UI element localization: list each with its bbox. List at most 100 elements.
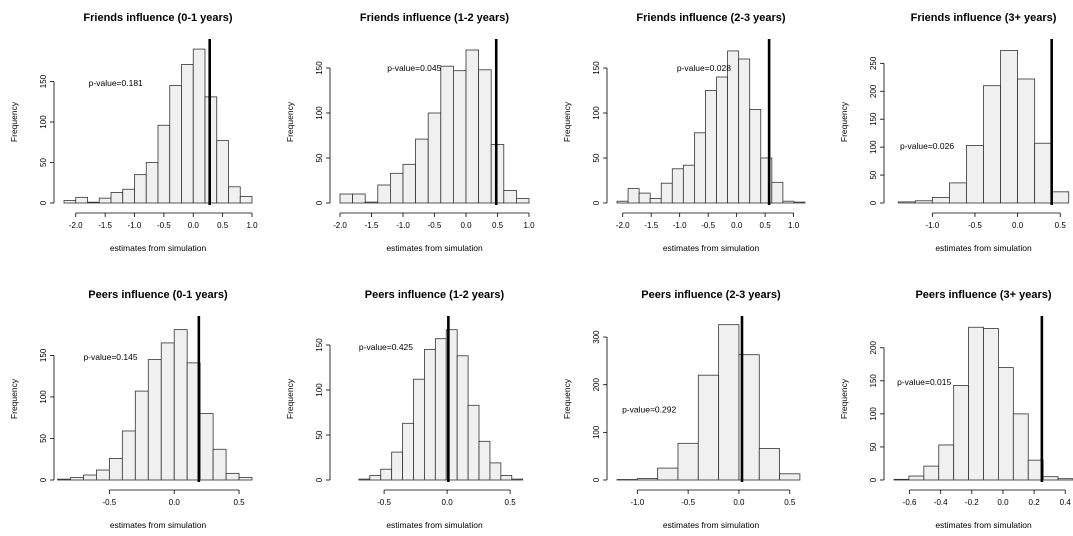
x-tick-label: -2.0 (69, 221, 83, 230)
y-tick-label: 200 (592, 377, 601, 391)
y-tick-label: 50 (869, 442, 878, 451)
x-axis-label: estimates from simulation (386, 520, 483, 530)
x-tick-label: -1.0 (128, 221, 142, 230)
y-tick-label: 100 (592, 425, 601, 439)
y-tick-label: 0 (592, 477, 601, 482)
histogram-bar (192, 48, 206, 204)
histogram-bar (893, 478, 910, 481)
y-tick-label: 100 (869, 140, 878, 154)
y-tick-label: 50 (315, 153, 324, 162)
x-tick-label: 0.2 (1029, 498, 1041, 507)
y-tick-label: 100 (869, 407, 878, 421)
y-tick-label: 0 (39, 200, 48, 205)
y-tick-label: 50 (39, 158, 48, 167)
x-tick-label: -1.0 (673, 221, 687, 230)
histogram-bar (671, 168, 684, 204)
x-axis-label: estimates from simulation (663, 243, 760, 253)
y-tick-label: 150 (869, 112, 878, 126)
histogram-bar (440, 65, 454, 204)
histogram-bar (500, 475, 513, 481)
histogram-bar (1027, 459, 1044, 481)
histogram-bar (216, 140, 229, 204)
histogram-bar (212, 448, 227, 481)
y-tick-label: 150 (315, 61, 324, 75)
histogram-bar (738, 58, 751, 204)
histogram-bar (427, 112, 442, 204)
chart-title: Friends influence (3+ years) (911, 12, 1057, 24)
histogram-bar (914, 200, 933, 204)
x-tick-label: -0.5 (681, 498, 695, 507)
histogram-bar (181, 64, 194, 204)
histogram-bar (70, 477, 84, 481)
x-tick-label: 0.5 (492, 221, 504, 230)
p-value-annotation: p-value=0.145 (83, 352, 137, 362)
histogram-panel: -2.0 -1.5 -1.0 -0.5 0.0 0.5 1.0 0 50 100 150 Friend… (285, 12, 535, 253)
y-tick-label: 100 (315, 383, 324, 397)
histogram-bar (391, 451, 403, 481)
x-axis-label: estimates from simulation (110, 243, 207, 253)
histogram-bar (760, 157, 773, 204)
y-tick-label: 50 (39, 433, 48, 442)
x-tick-label: -0.5 (157, 221, 171, 230)
histogram-bar (749, 109, 762, 204)
histogram-bar (169, 85, 182, 204)
histogram-panel: -0.5 0.0 0.5 0 50 100 150 Peers influence (0-1 … (9, 289, 253, 530)
x-axis-label: estimates from simulation (110, 520, 207, 530)
histogram-bar (239, 196, 253, 204)
histogram-bar (452, 70, 467, 204)
histogram-bar (339, 193, 354, 204)
histogram-bar (377, 184, 391, 204)
histogram-bar (657, 467, 679, 481)
histogram-panel: -2.0 -1.5 -1.0 -0.5 0.0 0.5 1.0 0 50 100 150 Friend… (9, 12, 258, 253)
y-tick-label: 150 (39, 348, 48, 362)
p-value-annotation: p-value=0.425 (359, 342, 413, 352)
x-tick-label: 0.0 (1012, 221, 1024, 230)
histogram-bar (953, 385, 969, 481)
histogram-bar (727, 50, 740, 204)
p-value-annotation: p-value=0.045 (387, 63, 441, 73)
x-axis-label: estimates from simulation (663, 520, 760, 530)
x-tick-label: -2.0 (333, 221, 347, 230)
x-tick-label: 1.0 (523, 221, 535, 230)
histogram-bar (87, 201, 100, 204)
histogram-bar (96, 469, 110, 481)
histogram-bar (694, 132, 706, 204)
x-tick-label: 0.4 (1060, 498, 1072, 507)
chart-title: Friends influence (0-1 years) (83, 12, 232, 24)
y-tick-label: 150 (869, 374, 878, 388)
histogram-bar (122, 188, 135, 204)
x-tick-label: 0.5 (505, 498, 517, 507)
chart-title: Peers influence (1-2 years) (365, 289, 505, 301)
histogram-bar (616, 200, 629, 204)
histogram-bar (173, 329, 188, 481)
y-tick-label: 100 (39, 390, 48, 404)
x-tick-label: -0.2 (965, 498, 979, 507)
y-axis-label: Frequency (562, 101, 572, 142)
histogram-bar (415, 138, 429, 204)
x-axis-label: estimates from simulation (935, 243, 1032, 253)
histogram-bar (949, 182, 967, 204)
histogram-bar (1017, 78, 1036, 204)
x-tick-label: 0.0 (733, 498, 745, 507)
histogram-bar (57, 478, 71, 481)
y-axis-label: Frequency (9, 378, 19, 419)
histogram-bar (434, 338, 447, 481)
x-tick-label: 1.0 (246, 221, 258, 230)
x-tick-label: 0.5 (784, 498, 796, 507)
p-value-annotation: p-value=0.028 (677, 63, 731, 73)
histogram-bar (424, 349, 436, 481)
chart-title: Peers influence (2-3 years) (641, 289, 781, 301)
x-tick-label: -2.0 (616, 221, 630, 230)
x-axis-label: estimates from simulation (386, 243, 483, 253)
histogram-bar (1034, 142, 1053, 204)
y-axis-label: Frequency (9, 101, 19, 142)
y-tick-label: 200 (869, 84, 878, 98)
y-tick-label: 150 (39, 74, 48, 88)
p-value-annotation: p-value=0.026 (900, 141, 954, 151)
histogram-bar (983, 328, 999, 481)
histogram-panel: -0.6 -0.4 -0.2 0.0 0.2 0.4 0 50 100 150 200 Peers i… (839, 289, 1073, 530)
histogram-bar (238, 477, 253, 481)
histogram-bar (682, 164, 695, 204)
chart-title: Peers influence (0-1 years) (88, 289, 228, 301)
